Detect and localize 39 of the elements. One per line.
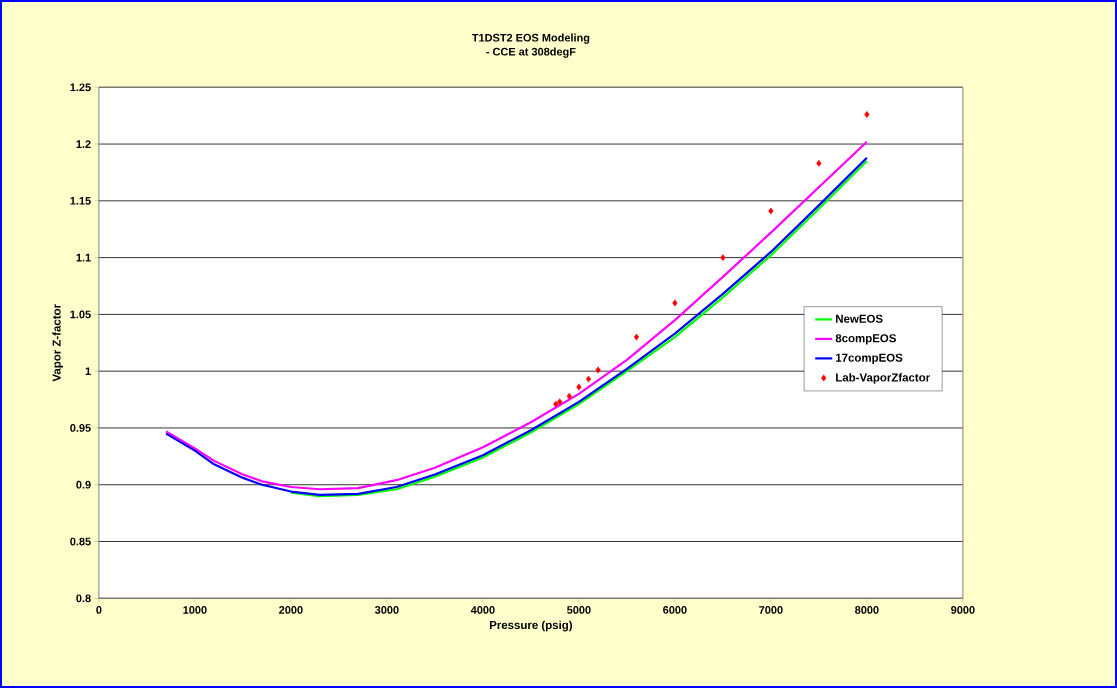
x-tick-label: 5000 [567,606,591,614]
point [557,398,563,406]
y-tick-label: 1.25 [70,83,91,92]
point [553,400,559,408]
y-tick-label: 0.8 [76,594,91,603]
point [864,111,870,118]
x-tick-label: 6000 [663,606,687,614]
x-tick-label: 7000 [759,606,783,614]
y-tick-label: 0.85 [70,537,91,546]
legend-label: 17compEOS [836,353,903,365]
y-axis-title: Vapor Z-factor [52,304,63,382]
chart-title: T1DST2 EOS Modeling - CCE at 308degF [471,33,590,58]
x-axis-title: Pressure (psig) [489,620,573,632]
y-tick-label: 1.15 [70,197,91,205]
x-tick-label: 8000 [855,606,879,614]
x-tick-label: 1000 [183,606,207,614]
point [585,375,592,383]
legend-label: 8compEOS [835,334,896,345]
legend-label: NewEOS [836,314,883,323]
x-tick-label: 4000 [470,606,495,614]
x-tick-label: 2000 [279,606,303,614]
x-tick-label: 0 [96,606,102,614]
legend-label: Lab-VaporZfactor [836,373,930,384]
point [768,207,774,215]
point [672,299,678,307]
y-tick-label: 1.2 [76,140,91,148]
x-tick-label: 9000 [951,606,975,614]
point [816,159,822,167]
point [595,366,601,374]
y-tick-label: 0.95 [70,424,91,432]
y-tick-label: 1 [85,367,91,375]
y-tick-label: 0.9 [76,480,91,489]
point [576,383,582,391]
x-tick-label: 3000 [374,606,399,614]
point [720,254,726,262]
point [633,333,640,341]
y-tick-label: 1.05 [70,310,91,319]
y-tick-label: 1.1 [76,253,91,262]
point [566,392,572,400]
